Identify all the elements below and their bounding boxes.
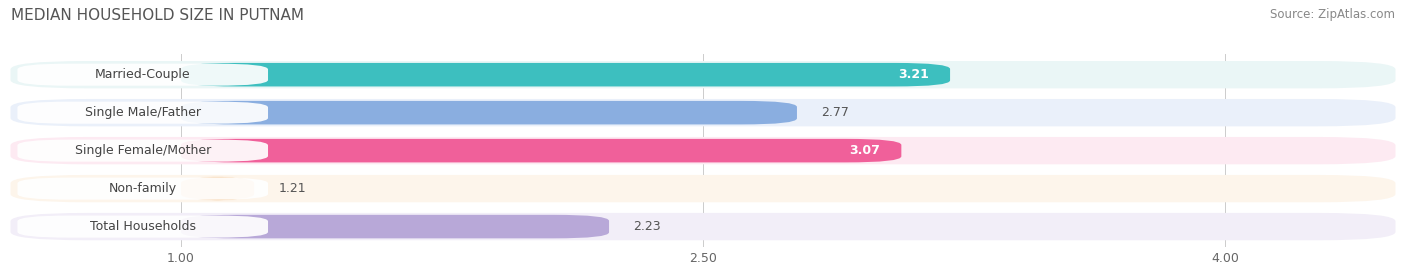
- FancyBboxPatch shape: [10, 99, 1396, 126]
- FancyBboxPatch shape: [10, 61, 1396, 88]
- FancyBboxPatch shape: [181, 177, 254, 200]
- FancyBboxPatch shape: [10, 213, 1396, 240]
- FancyBboxPatch shape: [17, 140, 269, 162]
- Text: Single Female/Mother: Single Female/Mother: [75, 144, 211, 157]
- FancyBboxPatch shape: [17, 178, 269, 200]
- FancyBboxPatch shape: [10, 175, 1396, 202]
- FancyBboxPatch shape: [17, 215, 269, 238]
- FancyBboxPatch shape: [10, 137, 1396, 164]
- FancyBboxPatch shape: [181, 215, 609, 238]
- Text: 1.21: 1.21: [278, 182, 307, 195]
- FancyBboxPatch shape: [181, 63, 950, 86]
- Text: 2.77: 2.77: [821, 106, 849, 119]
- Text: 2.23: 2.23: [633, 220, 661, 233]
- Text: MEDIAN HOUSEHOLD SIZE IN PUTNAM: MEDIAN HOUSEHOLD SIZE IN PUTNAM: [11, 8, 304, 23]
- Text: Total Households: Total Households: [90, 220, 195, 233]
- Text: Source: ZipAtlas.com: Source: ZipAtlas.com: [1270, 8, 1395, 21]
- FancyBboxPatch shape: [181, 101, 797, 125]
- Text: Married-Couple: Married-Couple: [96, 68, 191, 81]
- FancyBboxPatch shape: [17, 64, 269, 86]
- Text: 3.21: 3.21: [898, 68, 929, 81]
- Text: Single Male/Father: Single Male/Father: [84, 106, 201, 119]
- FancyBboxPatch shape: [181, 139, 901, 162]
- Text: Non-family: Non-family: [108, 182, 177, 195]
- FancyBboxPatch shape: [17, 102, 269, 124]
- Text: 3.07: 3.07: [849, 144, 880, 157]
